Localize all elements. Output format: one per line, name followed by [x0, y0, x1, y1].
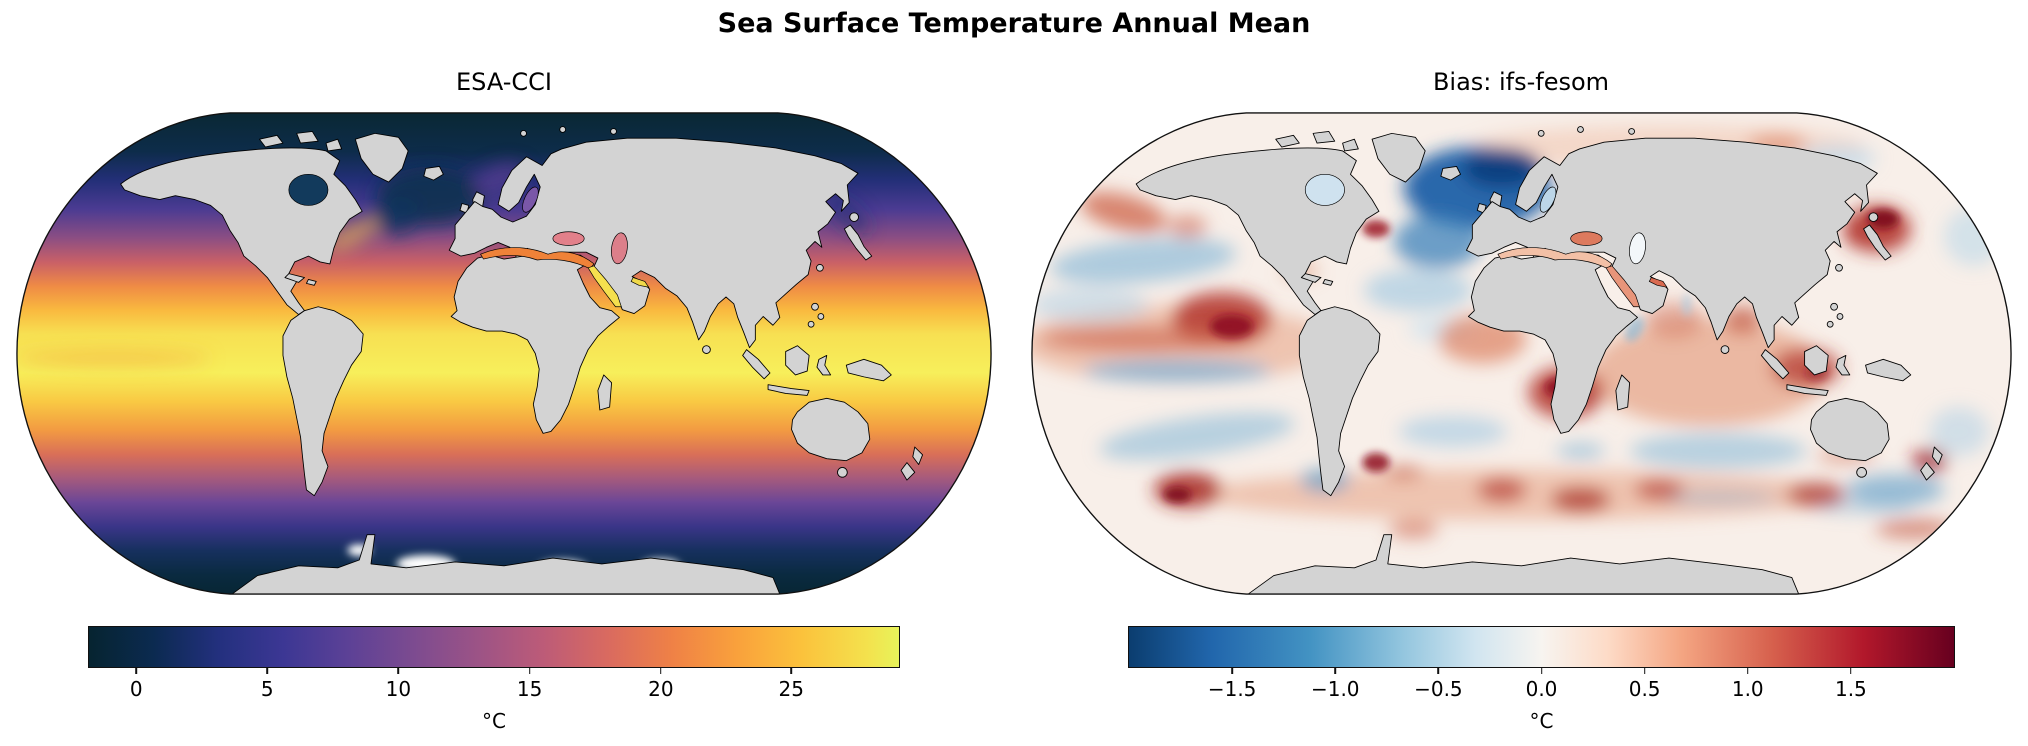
tick-mark [1437, 667, 1440, 674]
tick-label: 0 [129, 677, 143, 701]
tick-mark [1746, 667, 1749, 674]
tick-mark [1850, 667, 1852, 674]
marginal-seas-sst [288, 173, 650, 308]
tick-mark [135, 667, 138, 674]
tick-label: −1.5 [1207, 677, 1257, 701]
tick-label: 15 [516, 677, 543, 701]
panel-title-esa-cci: ESA-CCI [456, 68, 552, 96]
panel-title-bias: Bias: ifs-fesom [1432, 68, 1610, 96]
map-bias-ifs-fesom [1031, 112, 2012, 595]
tick-mark [397, 667, 400, 674]
tick-label: 0.0 [1525, 677, 1558, 701]
tick-mark [1231, 667, 1233, 674]
colorbar-sst: 0 5 10 15 20 25 °C [88, 626, 900, 733]
tick-label: 5 [260, 677, 274, 701]
colorbar-unit-label: °C [482, 709, 506, 733]
tick-mark [266, 667, 268, 674]
map-esa-cci-sst [16, 112, 992, 595]
tick-mark [790, 667, 793, 674]
marginal-seas-bias [1304, 173, 1668, 308]
tick-label: 10 [385, 677, 412, 701]
tick-mark [1643, 667, 1646, 674]
figure-title: Sea Surface Temperature Annual Mean [717, 8, 1311, 39]
tick-label: 1.0 [1731, 677, 1764, 701]
tick-label: −0.5 [1414, 677, 1463, 701]
tick-label: 0.5 [1628, 677, 1661, 701]
tick-label: 1.5 [1834, 677, 1867, 701]
tick-mark [1540, 667, 1543, 674]
tick-label: 20 [648, 677, 674, 701]
tick-mark [660, 667, 662, 674]
tick-mark [1334, 667, 1337, 674]
tick-label: 25 [778, 677, 804, 701]
tick-label: −1.0 [1310, 677, 1360, 701]
colorbar-bias: −1.5 −1.0 −0.5 0.0 0.5 1.0 1.5 °C [1128, 626, 1955, 733]
tick-mark [528, 667, 531, 674]
colorbar-unit-label: °C [1529, 709, 1554, 733]
